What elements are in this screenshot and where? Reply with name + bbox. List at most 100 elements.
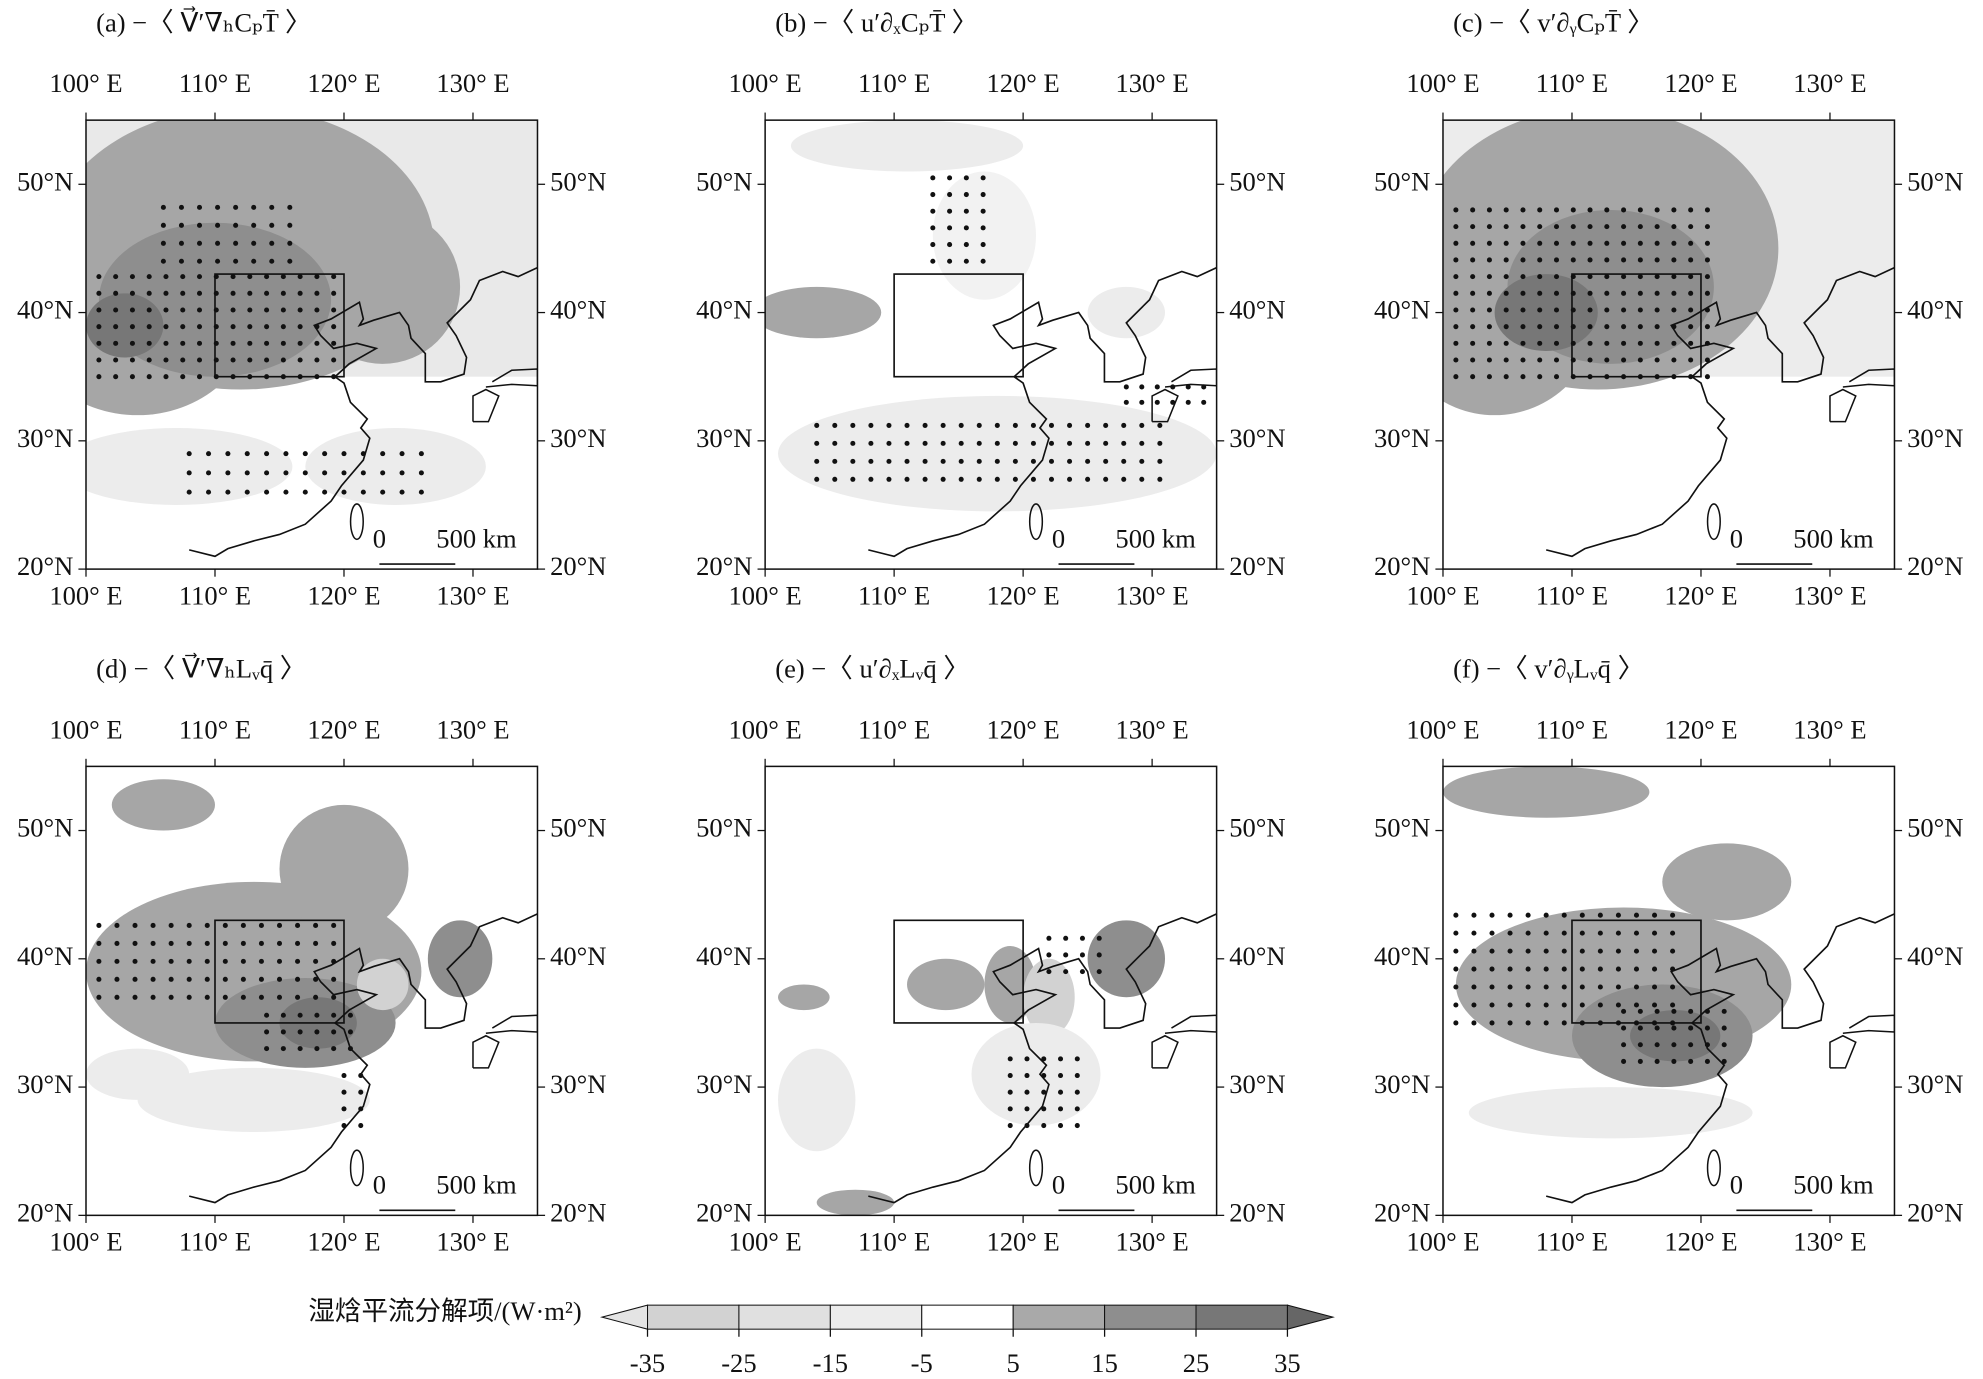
lat-tick-label: 40°N (1229, 941, 1285, 971)
stipple (264, 489, 270, 495)
stipple (1654, 340, 1660, 346)
stipple (1486, 307, 1492, 313)
lon-tick-label: 130° E (1115, 68, 1188, 98)
stipple (280, 1012, 286, 1018)
stipple (331, 940, 337, 946)
lat-tick-label: 30°N (550, 1069, 606, 1099)
stipple (1063, 952, 1069, 958)
stipple (1579, 1002, 1585, 1008)
lon-tick-label: 130° E (436, 714, 509, 744)
lon-tick-label: 130° E (1115, 1227, 1188, 1257)
stipple (1507, 1002, 1513, 1008)
stipple (206, 489, 212, 495)
stipple (347, 1029, 353, 1035)
stipple (247, 357, 253, 363)
scale-bar-label: 0 (373, 1170, 386, 1200)
stipple (1633, 1002, 1640, 1008)
stipple (1543, 948, 1549, 954)
stipple (180, 307, 186, 313)
stipple (222, 994, 228, 1000)
shading (1087, 920, 1166, 998)
stipple (114, 994, 120, 1000)
stipple (1520, 357, 1526, 363)
shading (778, 395, 1217, 512)
stipple (258, 958, 264, 964)
stipple (1537, 207, 1543, 213)
stipple (868, 440, 874, 446)
stipple (980, 192, 986, 198)
stipple (1637, 240, 1643, 246)
stipple (113, 374, 119, 380)
coastline (188, 913, 538, 1204)
stipple (1471, 912, 1477, 918)
stipple (1453, 274, 1459, 280)
stipple (1553, 324, 1560, 330)
stipple (276, 958, 283, 964)
stipple (160, 258, 166, 264)
stipple (1507, 984, 1513, 990)
lon-tick-label: 100° E (728, 68, 801, 98)
stipple (1587, 324, 1593, 330)
stipple (886, 422, 892, 428)
stipple (418, 489, 424, 495)
stipple (1063, 969, 1069, 975)
lat-tick-label: 20°N (1907, 551, 1963, 581)
stipple (1074, 1056, 1080, 1062)
stipple (1670, 948, 1676, 954)
stipple (1688, 357, 1694, 363)
lon-tick-label: 100° E (49, 68, 122, 98)
stipple (233, 222, 239, 228)
stipple (1604, 207, 1610, 213)
stipple (1154, 384, 1160, 390)
stipple (240, 958, 246, 964)
stipple (178, 222, 184, 228)
stipple (96, 922, 102, 928)
stipple (1553, 290, 1560, 296)
stipple (1486, 207, 1492, 213)
stipple (1621, 1042, 1627, 1048)
stipple (1587, 357, 1593, 363)
stipple (280, 290, 286, 296)
stipple (1671, 207, 1677, 213)
stipple (1670, 984, 1676, 990)
stipple (1470, 257, 1476, 263)
stipple (1543, 966, 1549, 972)
stipple (1486, 340, 1492, 346)
stipple (1615, 930, 1621, 936)
stipple (180, 357, 186, 363)
stipple (1561, 1020, 1567, 1026)
stipple (264, 357, 270, 363)
stipple (1453, 307, 1459, 313)
stipple (1471, 948, 1477, 954)
lat-tick-label: 40°N (1907, 295, 1963, 325)
stipple (96, 307, 102, 313)
stipple (1637, 1058, 1643, 1064)
stipple (163, 357, 169, 363)
stipple (1615, 984, 1621, 990)
stipple (1621, 290, 1627, 296)
scale-bar-label: 0 (1052, 523, 1065, 553)
stipple (314, 307, 320, 313)
stipple (341, 1073, 347, 1079)
colorbar-tick-label: -15 (813, 1348, 848, 1378)
stipple (295, 922, 301, 928)
scale-bar-label: 0 (373, 523, 386, 553)
study-box (893, 273, 1024, 378)
stipple (150, 958, 156, 964)
stipple (1503, 290, 1509, 296)
stipple (280, 1046, 286, 1052)
stipple (1688, 257, 1694, 263)
coastline (1164, 368, 1217, 388)
lat-tick-label: 40°N (1374, 941, 1430, 971)
stipple (1503, 257, 1509, 263)
stipple (331, 274, 337, 280)
stipple (976, 476, 982, 482)
stipple (1096, 969, 1102, 975)
stipple (930, 242, 936, 248)
stipple (314, 340, 320, 346)
lon-tick-label: 130° E (1793, 580, 1866, 610)
stipple (314, 290, 320, 296)
lon-tick-label: 100° E (49, 580, 122, 610)
stipple (1561, 966, 1567, 972)
lat-tick-label: 40°N (17, 941, 73, 971)
